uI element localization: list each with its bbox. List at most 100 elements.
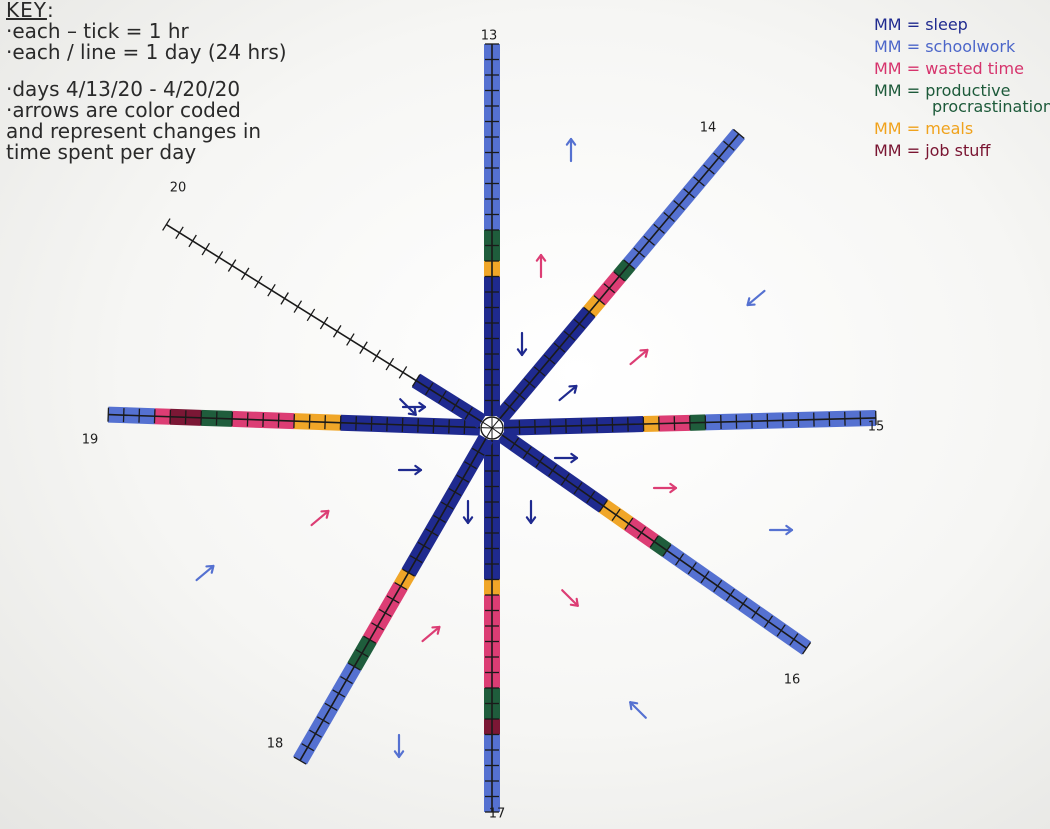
schoolwork-change-arrow — [629, 701, 647, 719]
wasted-change-arrow — [310, 509, 330, 527]
hour-tick — [763, 615, 774, 628]
hour-tick — [663, 211, 675, 222]
hour-tick — [653, 223, 665, 234]
center-hub — [480, 416, 504, 440]
wasted-change-arrow — [421, 625, 441, 643]
key-line-dates: ·days 4/13/20 - 4/20/20 — [6, 77, 241, 101]
hour-tick — [673, 200, 685, 211]
hour-tick — [340, 675, 353, 685]
hour-tick — [738, 597, 748, 610]
hour-tick — [789, 633, 799, 646]
hour-tick — [543, 354, 556, 365]
hour-tick — [563, 330, 576, 341]
hour-tick — [733, 128, 745, 139]
hour-tick — [723, 140, 735, 151]
legend-schoolwork: MM = schoolwork — [874, 36, 1050, 58]
hour-tick — [409, 555, 423, 564]
hour-tick — [214, 251, 224, 264]
hour-tick — [293, 756, 307, 765]
key-line-time: time spent per day — [6, 140, 197, 164]
hour-tick — [471, 447, 485, 456]
hour-tick — [593, 295, 606, 306]
hour-tick — [359, 341, 368, 354]
hour-tick — [332, 325, 342, 338]
hour-tick — [633, 247, 645, 258]
hub-spoke-line — [491, 427, 502, 435]
wasted-change-arrow — [652, 482, 678, 494]
sleep-change-arrow — [399, 398, 417, 416]
hour-tick — [402, 568, 415, 577]
hour-tick — [385, 357, 395, 371]
hour-tick — [201, 242, 211, 256]
hour-tick — [175, 226, 184, 240]
hour-tick — [417, 541, 431, 550]
legend-label: = schoolwork — [906, 37, 1016, 56]
hour-tick — [411, 374, 421, 387]
hour-tick — [643, 235, 655, 246]
schoolwork-change-arrow — [565, 137, 577, 163]
hour-tick — [573, 482, 583, 495]
hub-spoke-line — [486, 427, 493, 438]
hour-tick — [433, 514, 446, 523]
hour-tick — [703, 164, 715, 175]
hour-tick — [548, 464, 558, 477]
hour-tick — [280, 292, 289, 305]
hour-tick — [573, 318, 586, 329]
day-label-20: 20 — [169, 180, 187, 196]
legend-productive-procrastination: MM = productive — [874, 80, 1050, 102]
legend-job-stuff: MM = job stuff — [874, 140, 1050, 162]
hour-tick — [378, 608, 392, 617]
day-label-19: 19 — [81, 432, 99, 448]
hour-tick — [464, 407, 473, 420]
day-spoke-18 — [293, 434, 493, 765]
legend-label: = productive — [906, 81, 1011, 100]
hour-tick — [553, 342, 566, 353]
hour-tick — [611, 508, 621, 522]
hour-tick — [319, 316, 329, 330]
day-spoke-19 — [107, 406, 481, 436]
hour-tick — [598, 499, 608, 513]
sleep-change-arrow — [553, 452, 579, 464]
hour-tick — [355, 649, 369, 658]
hour-tick — [683, 188, 695, 199]
hour-tick — [662, 544, 672, 557]
key-title-colon: : — [46, 0, 54, 22]
hour-tick — [293, 300, 303, 313]
hour-tick — [802, 642, 812, 655]
hour-tick — [372, 349, 381, 363]
change-arrows — [195, 137, 794, 759]
day-label-18: 18 — [266, 736, 284, 752]
key-line-arrows: ·arrows are color coded — [6, 98, 241, 122]
legend-meals: MM = meals — [874, 118, 1050, 140]
schoolwork-change-arrow — [393, 733, 405, 759]
schoolwork-change-arrow — [195, 564, 215, 582]
day-label-15: 15 — [867, 419, 885, 435]
hour-tick — [451, 398, 460, 412]
legend-swatch: MM — [874, 141, 902, 160]
legend-sleep: MM = sleep — [874, 14, 1050, 36]
hour-tick — [363, 635, 377, 644]
legend-swatch: MM — [874, 59, 902, 78]
sleep-change-arrow — [397, 464, 423, 476]
hour-tick — [751, 606, 761, 619]
sleep-change-arrow — [558, 384, 578, 402]
day-spoke-13 — [484, 43, 500, 416]
hour-tick — [693, 176, 705, 187]
day-spoke-15 — [503, 409, 877, 436]
day-spokes — [107, 43, 877, 813]
legend-label: = meals — [906, 119, 974, 138]
hour-tick — [560, 473, 570, 486]
hour-tick — [371, 622, 384, 631]
day-spoke-20 — [162, 218, 487, 429]
key-line-represent: and represent changes in — [6, 119, 262, 143]
hour-tick — [623, 259, 636, 270]
hour-tick — [713, 152, 725, 163]
hour-tick — [254, 275, 263, 289]
hour-tick — [503, 401, 516, 412]
hour-tick — [513, 390, 526, 401]
hour-tick — [424, 382, 434, 396]
hour-tick — [675, 553, 685, 566]
hour-tick — [240, 267, 250, 281]
legend-label: = job stuff — [906, 141, 991, 160]
